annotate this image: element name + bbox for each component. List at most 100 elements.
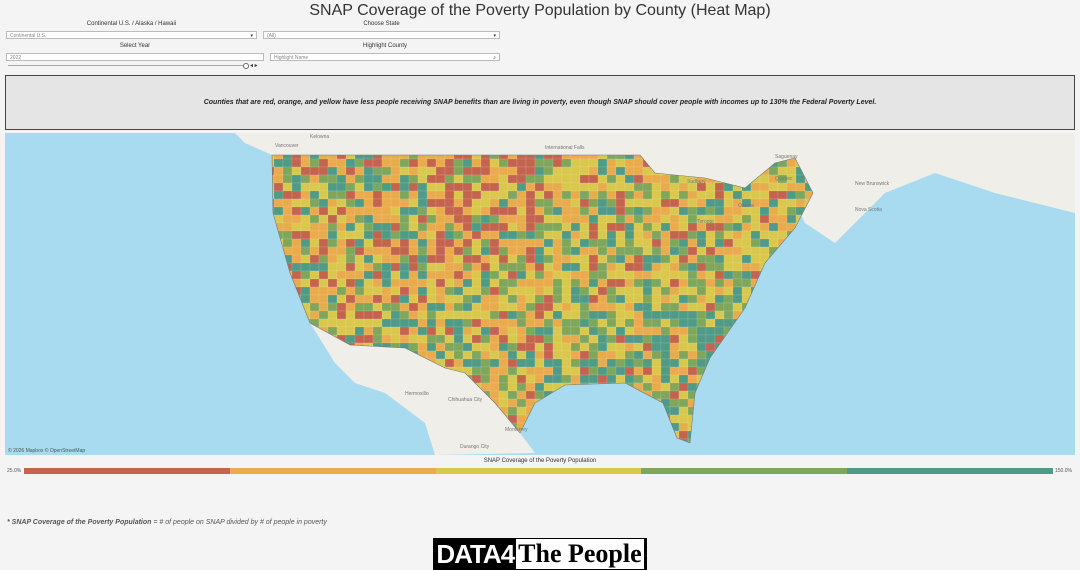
county-cell[interactable] (534, 302, 545, 312)
county-cell[interactable] (282, 222, 293, 232)
county-cell[interactable] (561, 230, 572, 240)
county-cell[interactable] (741, 214, 752, 224)
county-cell[interactable] (543, 350, 554, 360)
county-cell[interactable] (768, 214, 779, 224)
county-cell[interactable] (606, 198, 617, 208)
county-cell[interactable] (597, 158, 608, 168)
county-cell[interactable] (633, 262, 644, 272)
county-cell[interactable] (651, 294, 662, 304)
county-cell[interactable] (642, 182, 653, 192)
county-cell[interactable] (372, 166, 383, 176)
county-cell[interactable] (507, 246, 518, 256)
county-cell[interactable] (408, 262, 419, 272)
county-cell[interactable] (525, 334, 536, 344)
county-cell[interactable] (453, 214, 464, 224)
county-cell[interactable] (507, 302, 518, 312)
county-cell[interactable] (390, 230, 401, 240)
county-cell[interactable] (399, 326, 410, 336)
county-cell[interactable] (588, 206, 599, 216)
county-cell[interactable] (480, 302, 491, 312)
county-cell[interactable] (408, 206, 419, 216)
county-cell[interactable] (552, 350, 563, 360)
county-cell[interactable] (273, 158, 284, 168)
county-cell[interactable] (525, 174, 536, 184)
county-cell[interactable] (579, 310, 590, 320)
county-cell[interactable] (525, 206, 536, 216)
county-cell[interactable] (597, 286, 608, 296)
county-cell[interactable] (633, 230, 644, 240)
county-cell[interactable] (318, 222, 329, 232)
county-cell[interactable] (552, 230, 563, 240)
county-cell[interactable] (714, 230, 725, 240)
county-cell[interactable] (516, 414, 527, 424)
county-cell[interactable] (552, 158, 563, 168)
county-cell[interactable] (327, 310, 338, 320)
county-cell[interactable] (633, 318, 644, 328)
county-cell[interactable] (543, 302, 554, 312)
county-cell[interactable] (615, 262, 626, 272)
county-cell[interactable] (426, 302, 437, 312)
county-cell[interactable] (462, 198, 473, 208)
county-cell[interactable] (543, 262, 554, 272)
county-cell[interactable] (390, 174, 401, 184)
county-cell[interactable] (426, 182, 437, 192)
county-cell[interactable] (372, 310, 383, 320)
county-cell[interactable] (399, 198, 410, 208)
county-cell[interactable] (507, 198, 518, 208)
county-cell[interactable] (480, 294, 491, 304)
county-cell[interactable] (750, 262, 761, 272)
region-dropdown[interactable]: Continental U.S. ▾ (6, 31, 257, 39)
county-cell[interactable] (669, 382, 680, 392)
county-cell[interactable] (399, 294, 410, 304)
county-cell[interactable] (588, 238, 599, 248)
county-cell[interactable] (606, 190, 617, 200)
county-cell[interactable] (516, 158, 527, 168)
county-cell[interactable] (498, 230, 509, 240)
county-cell[interactable] (381, 174, 392, 184)
county-cell[interactable] (642, 310, 653, 320)
county-cell[interactable] (768, 230, 779, 240)
county-cell[interactable] (417, 302, 428, 312)
county-cell[interactable] (480, 366, 491, 376)
county-cell[interactable] (687, 334, 698, 344)
county-cell[interactable] (489, 174, 500, 184)
county-cell[interactable] (696, 254, 707, 264)
county-cell[interactable] (507, 230, 518, 240)
county-cell[interactable] (327, 198, 338, 208)
county-cell[interactable] (597, 302, 608, 312)
county-cell[interactable] (651, 238, 662, 248)
county-cell[interactable] (399, 254, 410, 264)
county-cell[interactable] (723, 230, 734, 240)
county-cell[interactable] (318, 294, 329, 304)
county-cell[interactable] (534, 166, 545, 176)
county-cell[interactable] (678, 334, 689, 344)
county-cell[interactable] (597, 198, 608, 208)
county-cell[interactable] (615, 374, 626, 384)
county-cell[interactable] (687, 206, 698, 216)
county-cell[interactable] (687, 198, 698, 208)
county-cell[interactable] (345, 262, 356, 272)
county-cell[interactable] (633, 174, 644, 184)
county-cell[interactable] (480, 174, 491, 184)
county-cell[interactable] (543, 190, 554, 200)
county-cell[interactable] (273, 166, 284, 176)
county-cell[interactable] (525, 254, 536, 264)
county-cell[interactable] (507, 310, 518, 320)
county-cell[interactable] (300, 286, 311, 296)
county-cell[interactable] (480, 270, 491, 280)
county-cell[interactable] (282, 174, 293, 184)
county-cell[interactable] (588, 278, 599, 288)
county-cell[interactable] (480, 230, 491, 240)
county-cell[interactable] (345, 174, 356, 184)
county-cell[interactable] (516, 318, 527, 328)
county-cell[interactable] (345, 206, 356, 216)
county-cell[interactable] (597, 222, 608, 232)
county-cell[interactable] (669, 358, 680, 368)
county-cell[interactable] (291, 166, 302, 176)
county-cell[interactable] (309, 286, 320, 296)
county-cell[interactable] (318, 214, 329, 224)
county-cell[interactable] (579, 214, 590, 224)
county-cell[interactable] (336, 246, 347, 256)
county-cell[interactable] (471, 246, 482, 256)
county-cell[interactable] (516, 310, 527, 320)
